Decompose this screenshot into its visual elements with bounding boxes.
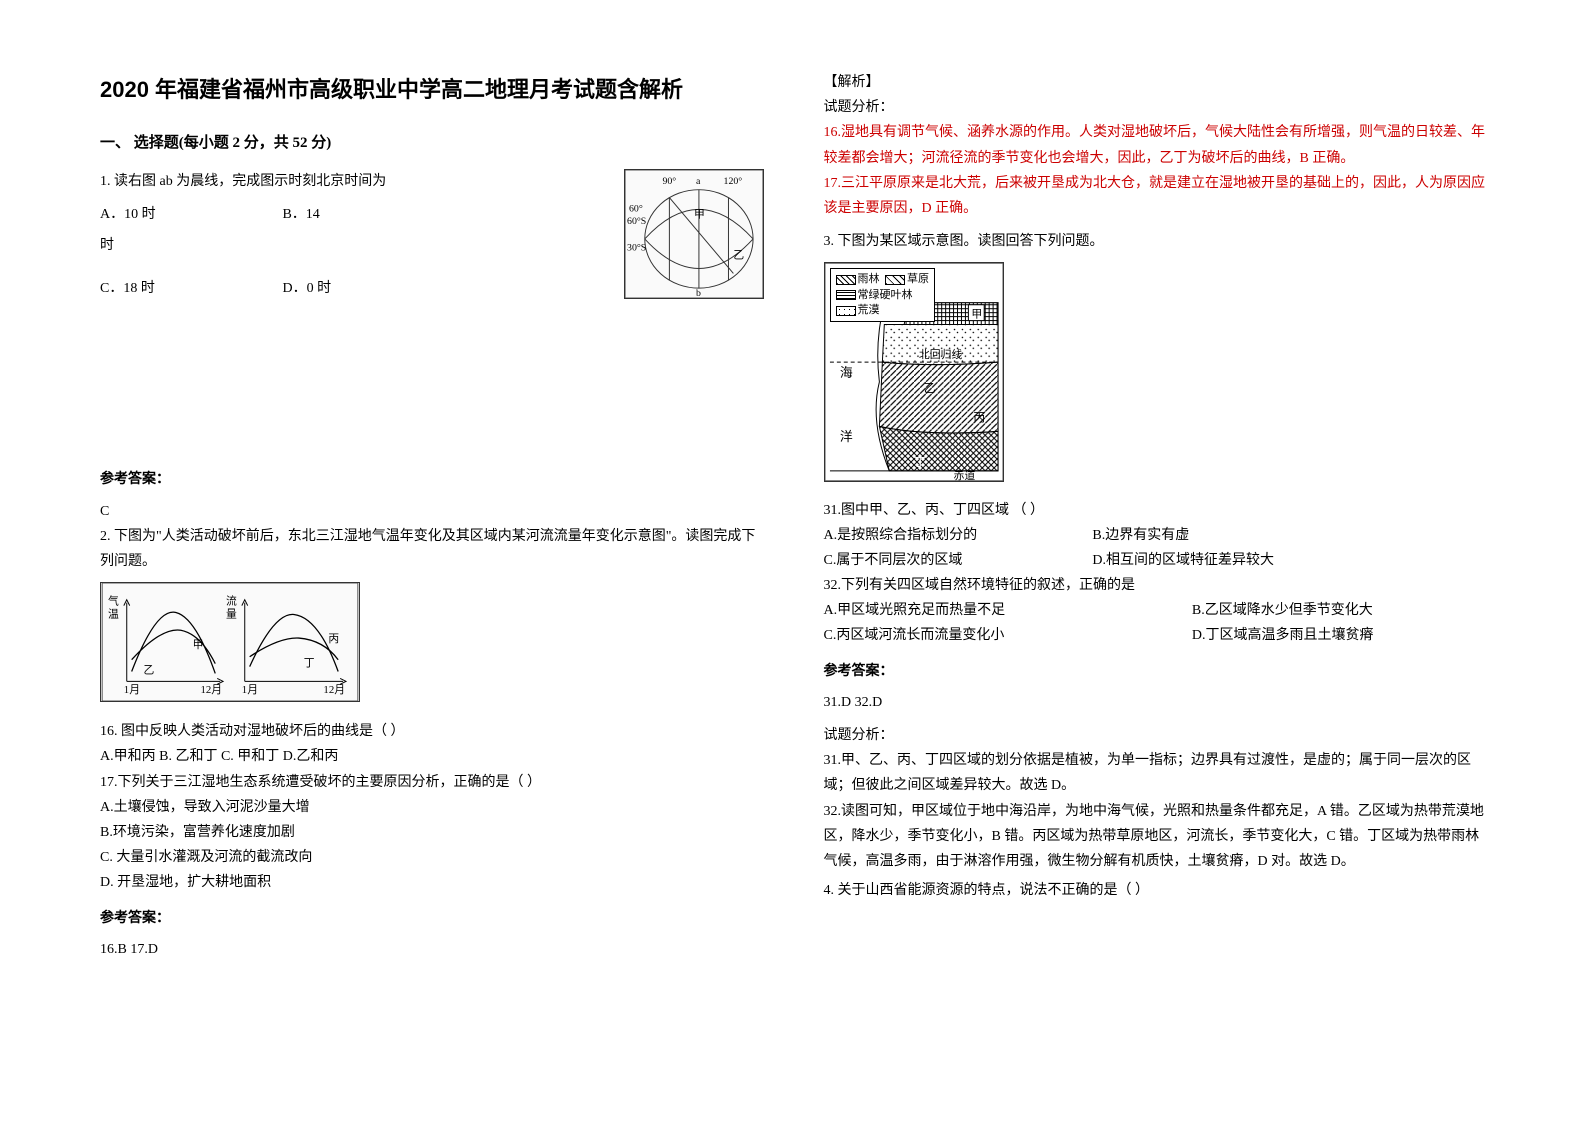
exam-title: 2020 年福建省福州市高级职业中学高二地理月考试题含解析 bbox=[100, 70, 764, 110]
svg-text:甲: 甲 bbox=[971, 309, 982, 321]
svg-text:海: 海 bbox=[839, 366, 852, 380]
question-2: 2. 下图为"人类活动破坏前后，东北三江湿地气温年变化及其区域内某河流流量年变化… bbox=[100, 524, 764, 896]
q2-17c: C. 大量引水灌溉及河流的截流改向 bbox=[100, 845, 432, 870]
analysis-header: 试题分析： bbox=[824, 95, 1488, 120]
answer-label-1: 参考答案： bbox=[100, 467, 764, 492]
question-1: 1. 读右图 ab 为晨线，完成图示时刻北京时间为 90° a 120° 60°… bbox=[100, 169, 764, 458]
svg-text:乙: 乙 bbox=[143, 664, 154, 677]
svg-text:气: 气 bbox=[108, 594, 119, 608]
answer-label-3: 参考答案： bbox=[824, 659, 1488, 684]
map-jia: 甲 bbox=[694, 208, 705, 220]
section-header: 一、 选择题(每小题 2 分，共 52 分) bbox=[100, 130, 764, 157]
q2-chart: 气 温 甲 乙 1月 12月 流 量 丙 丁 1月 12月 bbox=[100, 582, 360, 702]
q3-31a: A.是按照综合指标划分的 bbox=[824, 523, 1089, 548]
svg-text:流: 流 bbox=[226, 594, 237, 608]
svg-text:洋: 洋 bbox=[839, 431, 852, 445]
lat-60: 60° bbox=[629, 203, 643, 214]
long-90: 90° bbox=[662, 175, 676, 186]
q2-17d: D. 开垦湿地，扩大耕地面积 bbox=[100, 870, 432, 895]
svg-text:12月: 12月 bbox=[323, 684, 345, 696]
q3-32a: A.甲区域光照充足而热量不足 bbox=[824, 598, 1189, 623]
q3-stem: 3. 下图为某区域示意图。读图回答下列问题。 bbox=[824, 229, 1488, 254]
q1-answer: C bbox=[100, 499, 764, 524]
svg-text:赤道: 赤道 bbox=[953, 468, 975, 482]
svg-text:丙: 丙 bbox=[328, 633, 339, 645]
svg-text:丁: 丁 bbox=[304, 658, 315, 670]
q2-answer: 16.B 17.D bbox=[100, 937, 764, 962]
q3-31c: C.属于不同层次的区域 bbox=[824, 548, 1089, 573]
q3-sub31: 31.图中甲、乙、丙、丁四区域 （ ） bbox=[824, 498, 1488, 523]
q3-31b: B.边界有实有虚 bbox=[1092, 528, 1189, 543]
q3-answer: 31.D 32.D bbox=[824, 690, 1488, 715]
q1-opt-b: B．14 bbox=[282, 202, 464, 227]
q3-32c: C.丙区域河流长而流量变化小 bbox=[824, 623, 1189, 648]
long-120: 120° bbox=[723, 175, 742, 186]
q3-analysis-31: 31.甲、乙、丙、丁四区域的划分依据是植被，为单一指标；边界具有过渡性，是虚的；… bbox=[824, 748, 1488, 798]
svg-text:1月: 1月 bbox=[124, 684, 140, 696]
analysis-16: 16.湿地具有调节气候、涵养水源的作用。人类对湿地破坏后，气候大陆性会有所增强，… bbox=[824, 120, 1488, 170]
q3-31d: D.相互间的区域特征差异较大 bbox=[1092, 553, 1274, 568]
q3-analysis-32: 32.读图可知，甲区域位于地中海沿岸，为地中海气候，光照和热量条件都充足，A 错… bbox=[824, 799, 1488, 875]
q1-opt-d: D．0 时 bbox=[282, 276, 464, 301]
question-3: 3. 下图为某区域示意图。读图回答下列问题。 bbox=[824, 229, 1488, 649]
q2-sub17: 17.下列关于三江湿地生态系统遭受破坏的主要原因分析，正确的是（ ） bbox=[100, 770, 764, 795]
svg-text:量: 量 bbox=[226, 608, 237, 621]
lat-60s: 60°S bbox=[627, 216, 646, 227]
q4-stem: 4. 关于山西省能源资源的特点，说法不正确的是（ ） bbox=[824, 878, 1488, 903]
answer-label-2: 参考答案： bbox=[100, 906, 764, 931]
svg-text:12月: 12月 bbox=[201, 684, 223, 696]
svg-text:乙: 乙 bbox=[923, 381, 935, 395]
q3-analysis-header: 试题分析： bbox=[824, 723, 1488, 748]
long-a: a bbox=[695, 175, 700, 186]
svg-text:温: 温 bbox=[108, 608, 119, 621]
lat-30s: 30°S bbox=[627, 242, 646, 253]
q2-17a: A.土壤侵蚀，导致入河泥沙量大增 bbox=[100, 795, 432, 820]
svg-text:丁: 丁 bbox=[914, 455, 926, 469]
q1-opt-b-cont: 时 bbox=[100, 233, 465, 258]
q3-32d: D.丁区域高温多雨且土壤贫瘠 bbox=[1192, 628, 1374, 643]
q2-stem: 2. 下图为"人类活动破坏前后，东北三江湿地气温年变化及其区域内某河流流量年变化… bbox=[100, 524, 764, 574]
q2-sub16: 16. 图中反映人类活动对湿地破坏后的曲线是（ ） bbox=[100, 719, 764, 744]
q3-legend: 雨林 草原 常绿硬叶林 荒漠 bbox=[830, 268, 936, 322]
map-yi: 乙 bbox=[733, 248, 744, 261]
analysis-bracket: 【解析】 bbox=[824, 70, 1488, 95]
svg-text:甲: 甲 bbox=[193, 639, 204, 651]
right-column: 【解析】 试题分析： 16.湿地具有调节气候、涵养水源的作用。人类对湿地破坏后，… bbox=[824, 70, 1488, 962]
q2-17b: B.环境污染，富营养化速度加剧 bbox=[100, 820, 432, 845]
q1-opt-a: A．10 时 bbox=[100, 202, 282, 227]
q1-opt-c: C．18 时 bbox=[100, 276, 282, 301]
analysis-17: 17.三江平原原来是北大荒，后来被开垦成为北大仓，就是建立在湿地被开垦的基础上的… bbox=[824, 171, 1488, 221]
left-column: 2020 年福建省福州市高级职业中学高二地理月考试题含解析 一、 选择题(每小题… bbox=[100, 70, 764, 962]
svg-text:丙: 丙 bbox=[973, 411, 985, 425]
map-b: b bbox=[695, 288, 700, 299]
q2-sub16-opts: A.甲和丙 B. 乙和丁 C. 甲和丁 D.乙和丙 bbox=[100, 744, 764, 769]
q1-diagram: 90° a 120° 60° 60°S 30°S 甲 乙 b bbox=[624, 169, 764, 308]
q3-32b: B.乙区域降水少但季节变化大 bbox=[1192, 603, 1373, 618]
svg-text:1月: 1月 bbox=[242, 684, 258, 696]
q3-sub32: 32.下列有关四区域自然环境特征的叙述，正确的是 bbox=[824, 573, 1488, 598]
svg-text:北回归线: 北回归线 bbox=[918, 347, 962, 361]
